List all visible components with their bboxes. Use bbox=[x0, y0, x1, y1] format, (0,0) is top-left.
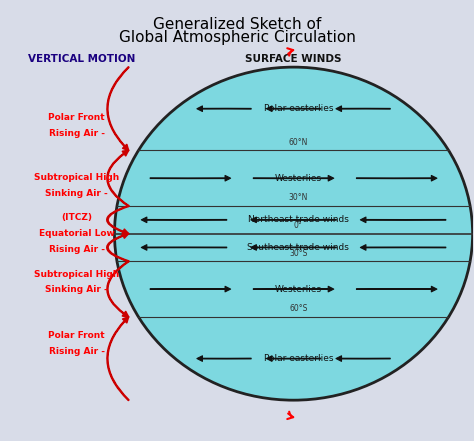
Text: Rising Air -: Rising Air - bbox=[49, 129, 105, 138]
FancyArrowPatch shape bbox=[251, 217, 336, 223]
FancyArrowPatch shape bbox=[253, 286, 334, 292]
Text: Westerlies: Westerlies bbox=[275, 173, 322, 183]
Text: 30°N: 30°N bbox=[289, 194, 308, 202]
Text: Rising Air -: Rising Air - bbox=[49, 347, 105, 356]
FancyArrowPatch shape bbox=[107, 317, 129, 400]
Text: 60°N: 60°N bbox=[289, 138, 308, 147]
FancyArrowPatch shape bbox=[356, 286, 437, 292]
FancyArrowPatch shape bbox=[107, 150, 129, 206]
FancyArrowPatch shape bbox=[336, 356, 390, 361]
Text: Global Atmospheric Circulation: Global Atmospheric Circulation bbox=[118, 30, 356, 45]
Text: Rising Air -: Rising Air - bbox=[49, 245, 105, 254]
Text: 30°S: 30°S bbox=[289, 249, 308, 258]
Text: Polar Front: Polar Front bbox=[48, 113, 105, 122]
Text: Westerlies: Westerlies bbox=[275, 285, 322, 294]
Text: (ITCZ): (ITCZ) bbox=[61, 213, 92, 222]
FancyArrowPatch shape bbox=[197, 356, 251, 361]
FancyArrowPatch shape bbox=[360, 245, 446, 250]
FancyArrowPatch shape bbox=[336, 106, 390, 112]
FancyArrowPatch shape bbox=[266, 106, 321, 112]
Text: Equatorial Low: Equatorial Low bbox=[39, 229, 115, 238]
Text: Polar Front: Polar Front bbox=[48, 331, 105, 340]
FancyArrowPatch shape bbox=[266, 356, 321, 361]
FancyArrowPatch shape bbox=[141, 245, 227, 250]
Text: SURFACE WINDS: SURFACE WINDS bbox=[246, 54, 342, 64]
Text: Generalized Sketch of: Generalized Sketch of bbox=[153, 17, 321, 32]
Text: 0°: 0° bbox=[294, 221, 302, 230]
Text: Polar easterlies: Polar easterlies bbox=[264, 104, 333, 113]
Circle shape bbox=[115, 67, 473, 400]
Text: Sinking Air -: Sinking Air - bbox=[46, 189, 108, 198]
Text: Southeast trade winds: Southeast trade winds bbox=[247, 243, 349, 252]
FancyArrowPatch shape bbox=[251, 245, 336, 250]
Text: 60°S: 60°S bbox=[289, 304, 308, 314]
FancyArrowPatch shape bbox=[356, 176, 437, 181]
FancyArrowPatch shape bbox=[197, 106, 251, 112]
FancyArrowPatch shape bbox=[150, 286, 231, 292]
FancyArrowPatch shape bbox=[141, 217, 227, 223]
FancyArrowPatch shape bbox=[107, 67, 129, 150]
Text: VERTICAL MOTION: VERTICAL MOTION bbox=[28, 54, 135, 64]
Text: Northeast trade winds: Northeast trade winds bbox=[248, 215, 349, 224]
FancyArrowPatch shape bbox=[107, 233, 129, 262]
Text: Sinking Air -: Sinking Air - bbox=[46, 285, 108, 294]
FancyArrowPatch shape bbox=[253, 176, 334, 181]
FancyArrowPatch shape bbox=[150, 176, 231, 181]
Text: Subtropical High: Subtropical High bbox=[34, 269, 119, 279]
FancyArrowPatch shape bbox=[107, 206, 129, 235]
Text: Subtropical High: Subtropical High bbox=[34, 173, 119, 182]
Text: Polar easterlies: Polar easterlies bbox=[264, 354, 333, 363]
FancyArrowPatch shape bbox=[360, 217, 446, 223]
FancyArrowPatch shape bbox=[107, 261, 129, 317]
